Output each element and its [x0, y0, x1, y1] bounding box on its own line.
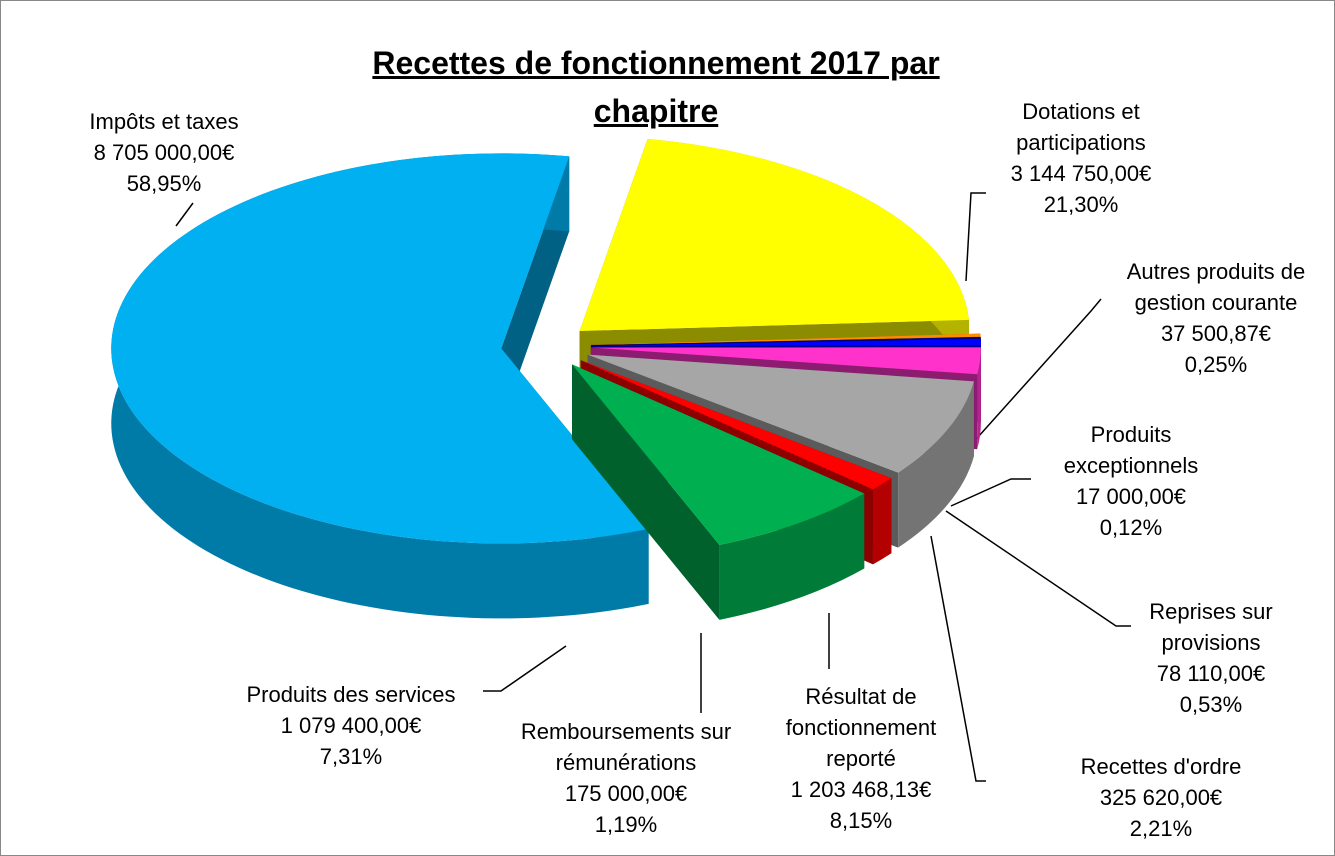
slice-top [111, 153, 649, 544]
data-label: Dotations et participations 3 144 750,00€… [991, 96, 1171, 220]
category-label: Recettes d'ordre [1080, 754, 1242, 779]
chart-title: Recettes de fonctionnement 2017 par chap… [372, 45, 940, 129]
slice [572, 364, 865, 620]
leader-line [950, 478, 1031, 507]
category-label: Produits des services [246, 682, 456, 707]
data-label: Impôts et taxes 8 705 000,00€ 58,95% [44, 106, 284, 199]
percentage-label: 0,12% [1099, 515, 1163, 540]
percentage-label: 58,95% [126, 171, 202, 196]
category-label: Produits exceptionnels [1063, 422, 1199, 478]
value-label: 37 500,87€ [1160, 321, 1272, 346]
slice-side [898, 381, 974, 548]
slice-top [572, 364, 865, 545]
percentage-label: 7,31% [319, 744, 383, 769]
leader-line [930, 535, 986, 782]
value-label: 1 079 400,00€ [280, 713, 422, 738]
leader-line [945, 510, 1131, 627]
slice-top [579, 139, 969, 332]
category-label: Dotations et participations [1016, 99, 1146, 155]
slice-side [977, 347, 981, 450]
data-label: Recettes d'ordre 325 620,00€ 2,21% [1056, 751, 1266, 844]
value-label: 325 620,00€ [1099, 785, 1223, 810]
value-label: 3 144 750,00€ [1010, 161, 1152, 186]
category-label: Remboursements sur rémunérations [520, 719, 732, 775]
slice-wall [572, 364, 720, 620]
percentage-label: 0,53% [1179, 692, 1243, 717]
category-label: Résultat de fonctionnement reporté [785, 684, 937, 771]
category-label: Impôts et taxes [89, 109, 239, 134]
slice-side [872, 478, 892, 565]
percentage-label: 0,25% [1184, 352, 1248, 377]
leader-line [965, 192, 986, 282]
slice-top [580, 360, 892, 490]
data-label: Reprises sur provisions 78 110,00€ 0,53% [1126, 596, 1296, 720]
data-label: Produits des services 1 079 400,00€ 7,31% [206, 679, 496, 772]
value-label: 8 705 000,00€ [93, 140, 235, 165]
leader-line [175, 202, 194, 227]
slice-top [587, 354, 974, 473]
data-label: Produits exceptionnels 17 000,00€ 0,12% [1051, 419, 1211, 543]
slice-top [590, 337, 981, 346]
data-label: Autres produits de gestion courante 37 50… [1091, 256, 1334, 380]
category-label: Autres produits de gestion courante [1126, 259, 1306, 315]
leader-line [483, 645, 567, 692]
percentage-label: 8,15% [829, 808, 893, 833]
category-label: Reprises sur provisions [1149, 599, 1273, 655]
slice-top [590, 347, 981, 375]
percentage-label: 2,21% [1129, 816, 1193, 841]
percentage-label: 21,30% [1043, 192, 1119, 217]
value-label: 17 000,00€ [1075, 484, 1187, 509]
slice-top [590, 333, 981, 345]
leader-lines [175, 192, 1131, 782]
data-label: Remboursements sur rémunérations 175 000,… [506, 716, 746, 840]
slice [111, 153, 649, 619]
value-label: 78 110,00€ [1156, 661, 1266, 686]
value-label: 1 203 468,13€ [790, 777, 932, 802]
slice-top [590, 338, 981, 346]
percentage-label: 1,19% [594, 812, 658, 837]
slice-side [719, 493, 865, 620]
value-label: 175 000,00€ [564, 781, 688, 806]
data-label: Résultat de fonctionnement reporté 1 203 … [756, 681, 966, 836]
leader-line [960, 298, 1102, 457]
